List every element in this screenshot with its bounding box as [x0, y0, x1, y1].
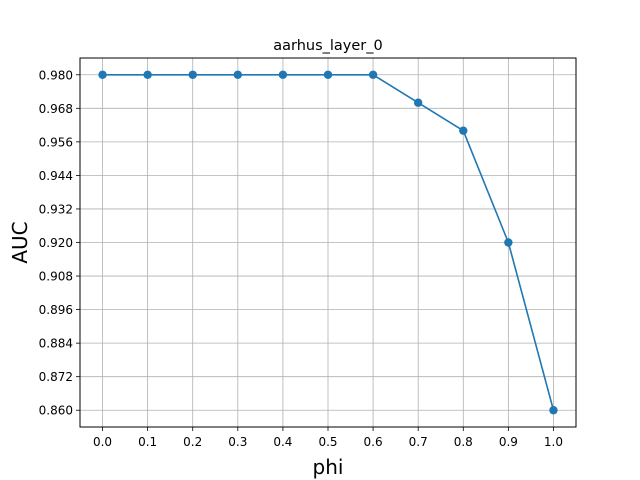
x-tick-label: 0.5 [318, 435, 337, 449]
x-tick-label: 0.2 [183, 435, 202, 449]
x-axis-ticks: 0.0 0.1 0.2 0.3 0.4 0.5 0.6 0.7 0.8 0.9 1.0 [93, 427, 563, 449]
x-tick-label: 0.9 [499, 435, 518, 449]
y-tick-label: 0.956 [39, 135, 73, 149]
y-tick-label: 0.932 [39, 202, 73, 216]
data-point [459, 126, 468, 135]
data-point [233, 70, 243, 79]
x-axis-label: phi [313, 455, 344, 479]
chart-title: aarhus_layer_0 [273, 38, 383, 54]
x-tick-label: 0.1 [138, 435, 157, 449]
x-tick-label: 0.6 [364, 435, 383, 449]
y-tick-label: 0.920 [39, 236, 73, 250]
y-tick-label: 0.860 [39, 404, 73, 418]
x-tick-label: 0.8 [454, 435, 473, 449]
y-axis-ticks: 0.860 0.872 0.884 0.896 0.908 0.920 0.932 0.944… [39, 68, 80, 418]
y-tick-label: 0.944 [39, 169, 73, 183]
series-group [98, 70, 558, 415]
y-tick-label: 0.980 [39, 68, 73, 82]
data-point [368, 70, 378, 79]
y-axis-label: AUC [8, 221, 32, 263]
y-tick-label: 0.872 [39, 370, 73, 384]
x-tick-label: 1.0 [544, 435, 563, 449]
x-tick-label: 0.0 [93, 435, 112, 449]
data-point [323, 70, 333, 79]
grid-lines [80, 58, 576, 427]
y-tick-label: 0.884 [39, 337, 73, 351]
data-point [504, 238, 513, 247]
y-tick-label: 0.908 [39, 270, 73, 284]
data-point [98, 70, 107, 79]
data-point [413, 98, 423, 107]
y-tick-label: 0.968 [39, 102, 73, 116]
x-tick-label: 0.7 [409, 435, 428, 449]
data-point [188, 70, 197, 79]
data-point [278, 70, 288, 79]
x-tick-label: 0.3 [228, 435, 247, 449]
data-point [549, 406, 558, 415]
data-point [143, 70, 152, 79]
y-tick-label: 0.896 [39, 303, 73, 317]
x-tick-label: 0.4 [273, 435, 292, 449]
